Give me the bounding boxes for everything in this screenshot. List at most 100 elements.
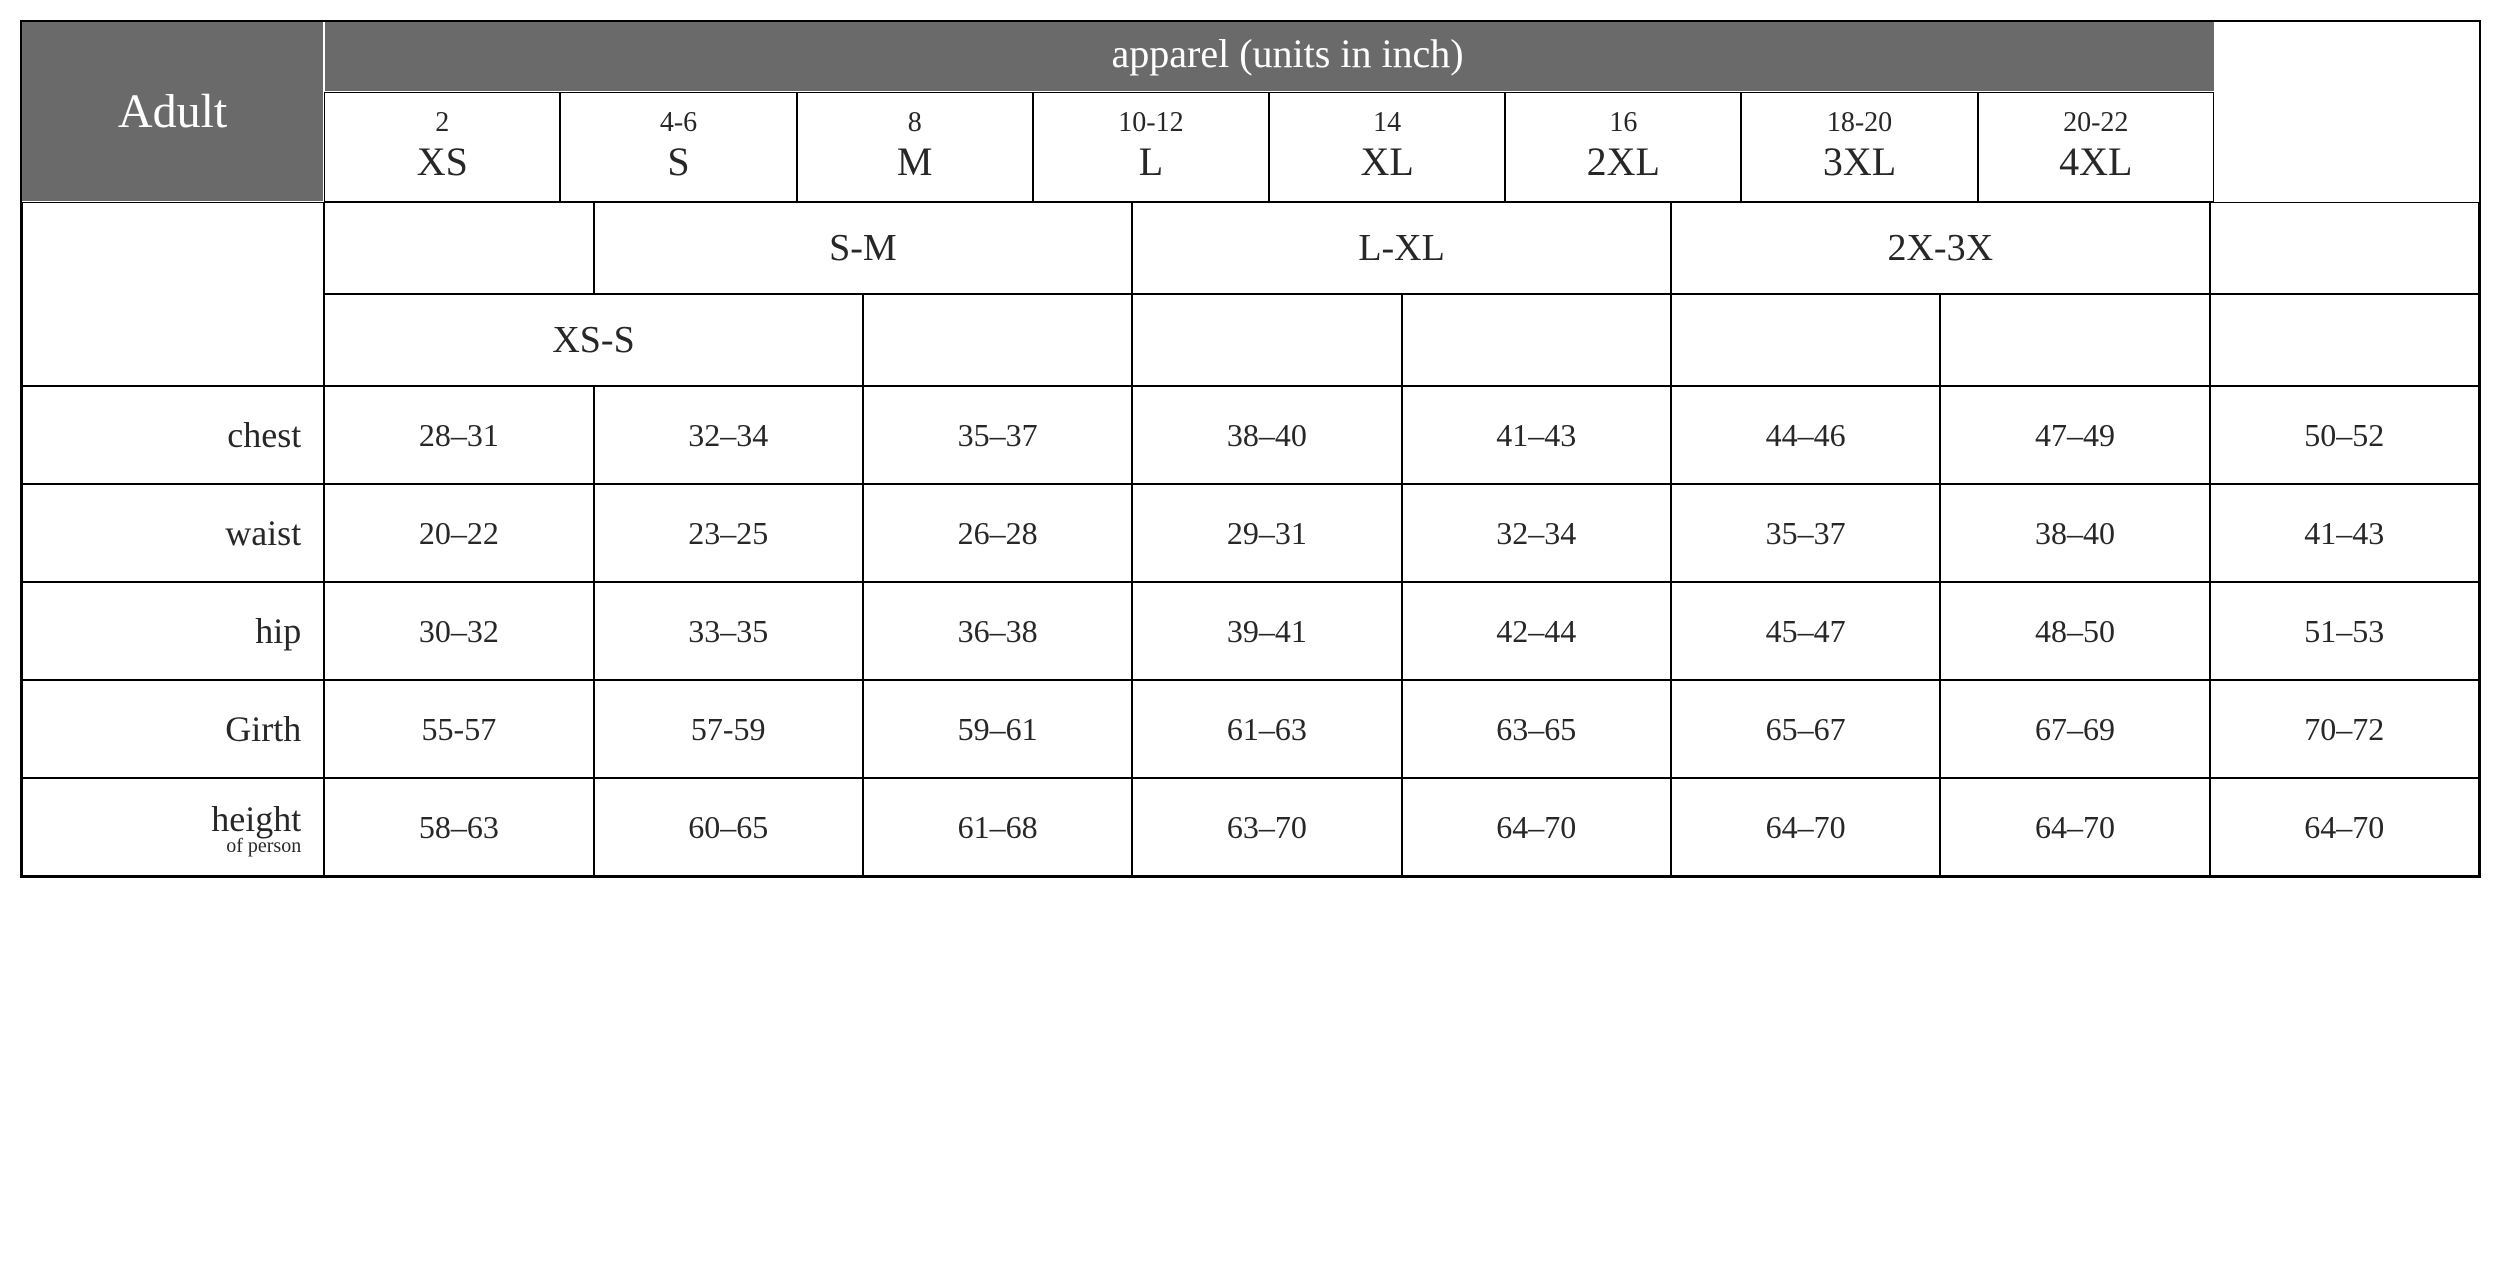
range-cell-empty [863, 294, 1132, 386]
size-col-2xl: 16 2XL [1505, 92, 1741, 202]
measurement-value-cell: 33–35 [594, 582, 863, 680]
size-chart-table: Adult apparel (units in inch) 2 XS 4-6 S… [20, 20, 2481, 878]
size-code: 4XL [2059, 138, 2132, 186]
measurement-value-cell: 32–34 [594, 386, 863, 484]
size-col-xs: 2 XS [324, 92, 560, 202]
measurement-value: 70–72 [2304, 711, 2384, 748]
size-num: 4-6 [660, 108, 697, 139]
measurement-value: 38–40 [1227, 417, 1307, 454]
measurement-value-cell: 28–31 [324, 386, 593, 484]
measurement-value: 39–41 [1227, 613, 1307, 650]
range-text: XS-S [552, 318, 634, 362]
measurement-value-cell: 64–70 [1402, 778, 1671, 876]
measurement-value: 51–53 [2304, 613, 2384, 650]
measurement-label-text: Girth [225, 708, 301, 750]
measurement-value: 23–25 [688, 515, 768, 552]
measurement-value: 57-59 [691, 711, 766, 748]
measurement-value-cell: 41–43 [1402, 386, 1671, 484]
size-col-m: 8 M [797, 92, 1033, 202]
range-cell-empty [324, 202, 593, 294]
title-text: Adult [118, 84, 227, 139]
measurement-label: hip [22, 582, 324, 680]
size-col-4xl: 20-22 4XL [1978, 92, 2214, 202]
measurement-value: 35–37 [958, 417, 1038, 454]
measurement-value-cell: 61–68 [863, 778, 1132, 876]
measurement-value-cell: 55-57 [324, 680, 593, 778]
measurement-value: 63–65 [1496, 711, 1576, 748]
range-cell-lxl: L-XL [1132, 202, 1671, 294]
measurement-value: 32–34 [688, 417, 768, 454]
measurement-value-cell: 35–37 [863, 386, 1132, 484]
measurement-value-cell: 63–65 [1402, 680, 1671, 778]
measurement-value: 55-57 [422, 711, 497, 748]
size-code: 3XL [1823, 138, 1896, 186]
measurement-value-cell: 60–65 [594, 778, 863, 876]
measurement-value: 38–40 [2035, 515, 2115, 552]
measurement-value-cell: 48–50 [1940, 582, 2209, 680]
measurement-value: 61–68 [958, 809, 1038, 846]
measurement-value: 41–43 [2304, 515, 2384, 552]
measurement-value: 64–70 [2304, 809, 2384, 846]
measurement-label: chest [22, 386, 324, 484]
range-cell-2x3x: 2X-3X [1671, 202, 2210, 294]
size-num: 10-12 [1118, 108, 1183, 139]
measurement-row: heightof person58–6360–6561–6863–7064–70… [22, 778, 2479, 876]
measurement-label: waist [22, 484, 324, 582]
measurement-value-cell: 51–53 [2210, 582, 2479, 680]
measurement-value: 58–63 [419, 809, 499, 846]
measurement-value-cell: 30–32 [324, 582, 593, 680]
title-cell: Adult [22, 22, 324, 202]
measurement-value-cell: 36–38 [863, 582, 1132, 680]
range-cell-sm: S-M [594, 202, 1133, 294]
measurement-value: 48–50 [2035, 613, 2115, 650]
range-cell-empty [1671, 294, 1940, 386]
measurement-value: 65–67 [1766, 711, 1846, 748]
measurement-value-cell: 38–40 [1940, 484, 2209, 582]
range-row-2: XS-S [22, 294, 2479, 386]
measurement-value-cell: 64–70 [1671, 778, 1940, 876]
measurement-value: 44–46 [1766, 417, 1846, 454]
measurement-value: 35–37 [1766, 515, 1846, 552]
size-code: XL [1360, 138, 1413, 186]
measurement-value-cell: 41–43 [2210, 484, 2479, 582]
measurement-value: 36–38 [958, 613, 1038, 650]
measurement-value: 64–70 [2035, 809, 2115, 846]
measurement-value: 59–61 [958, 711, 1038, 748]
size-col-l: 10-12 L [1033, 92, 1269, 202]
measurement-value-cell: 50–52 [2210, 386, 2479, 484]
measurement-row: chest 28–31 32–34 35–37 38–40 41–43 44–46 47–49… [22, 386, 2479, 484]
measurement-value: 67–69 [2035, 711, 2115, 748]
measurement-value: 30–32 [419, 613, 499, 650]
measurement-value: 20–22 [419, 515, 499, 552]
measurement-value-cell: 35–37 [1671, 484, 1940, 582]
range-text: L-XL [1358, 226, 1445, 270]
measurement-value: 28–31 [419, 417, 499, 454]
measurement-value-cell: 59–61 [863, 680, 1132, 778]
size-num: 2 [435, 108, 449, 139]
size-col-xl: 14 XL [1269, 92, 1505, 202]
measurement-value: 64–70 [1496, 809, 1576, 846]
measurement-value-cell: 58–63 [324, 778, 593, 876]
measurement-value-cell: 47–49 [1940, 386, 2209, 484]
range-text: 2X-3X [1887, 226, 1993, 270]
measurement-value-cell: 38–40 [1132, 386, 1401, 484]
range-cell-empty [1132, 294, 1401, 386]
measurement-value-cell: 64–70 [1940, 778, 2209, 876]
measurement-value: 42–44 [1496, 613, 1576, 650]
header-row: Adult apparel (units in inch) 2 XS 4-6 S… [22, 22, 2479, 202]
measurement-value-cell: 63–70 [1132, 778, 1401, 876]
measurement-value: 63–70 [1227, 809, 1307, 846]
measurement-row: hip30–3233–3536–3839–4142–4445–4748–5051… [22, 582, 2479, 680]
measurement-value: 47–49 [2035, 417, 2115, 454]
measurement-label-text: chest [227, 414, 301, 456]
range-cell-xss: XS-S [324, 294, 863, 386]
measurement-value-cell: 29–31 [1132, 484, 1401, 582]
measurement-sublabel: of person [226, 836, 301, 856]
range-text: S-M [829, 226, 897, 270]
range-cell-empty [1940, 294, 2209, 386]
measurement-value: 50–52 [2304, 417, 2384, 454]
apparel-header: apparel (units in inch) [324, 22, 2214, 92]
measurement-label-text: waist [225, 512, 301, 554]
measurement-value: 29–31 [1227, 515, 1307, 552]
size-code: XS [417, 138, 468, 186]
